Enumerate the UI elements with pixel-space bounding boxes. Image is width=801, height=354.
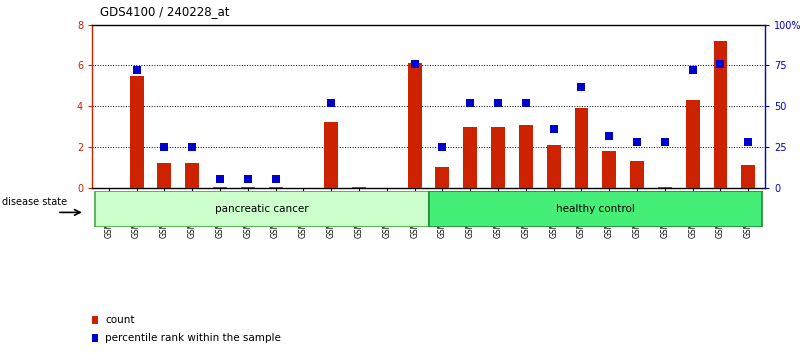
- Point: [436, 144, 449, 150]
- Point: [630, 139, 643, 145]
- Bar: [463, 127, 477, 188]
- Bar: [185, 163, 199, 188]
- Point: [269, 177, 282, 182]
- Bar: [519, 125, 533, 188]
- Point: [742, 139, 755, 145]
- Bar: [741, 165, 755, 188]
- Point: [260, 246, 273, 252]
- Bar: [408, 63, 421, 188]
- Bar: [574, 108, 589, 188]
- Point: [714, 61, 727, 67]
- Text: pancreatic cancer: pancreatic cancer: [215, 204, 308, 214]
- Text: GDS4100 / 240228_at: GDS4100 / 240228_at: [100, 5, 230, 18]
- Text: count: count: [105, 315, 135, 325]
- Bar: [352, 187, 366, 188]
- Point: [409, 61, 421, 67]
- Point: [158, 144, 171, 150]
- Point: [686, 68, 699, 73]
- Bar: [436, 167, 449, 188]
- Bar: [130, 76, 143, 188]
- Bar: [95, 191, 429, 227]
- Bar: [714, 41, 727, 188]
- Bar: [491, 127, 505, 188]
- Bar: [213, 187, 227, 188]
- Point: [241, 177, 254, 182]
- Point: [260, 85, 273, 91]
- Text: healthy control: healthy control: [556, 204, 634, 214]
- Bar: [158, 163, 171, 188]
- Text: percentile rank within the sample: percentile rank within the sample: [105, 333, 281, 343]
- Bar: [686, 100, 699, 188]
- Point: [658, 139, 671, 145]
- Bar: [241, 187, 255, 188]
- Point: [603, 133, 616, 138]
- Bar: [658, 187, 672, 188]
- Bar: [547, 145, 561, 188]
- Bar: [630, 161, 644, 188]
- Point: [492, 100, 505, 106]
- Point: [186, 144, 199, 150]
- Point: [575, 84, 588, 90]
- Point: [131, 68, 143, 73]
- Bar: [429, 191, 763, 227]
- Bar: [324, 122, 338, 188]
- Point: [547, 126, 560, 132]
- Point: [325, 100, 338, 106]
- Text: disease state: disease state: [2, 197, 67, 207]
- Point: [214, 177, 227, 182]
- Bar: [268, 187, 283, 188]
- Point: [519, 100, 532, 106]
- Point: [464, 100, 477, 106]
- Bar: [602, 151, 616, 188]
